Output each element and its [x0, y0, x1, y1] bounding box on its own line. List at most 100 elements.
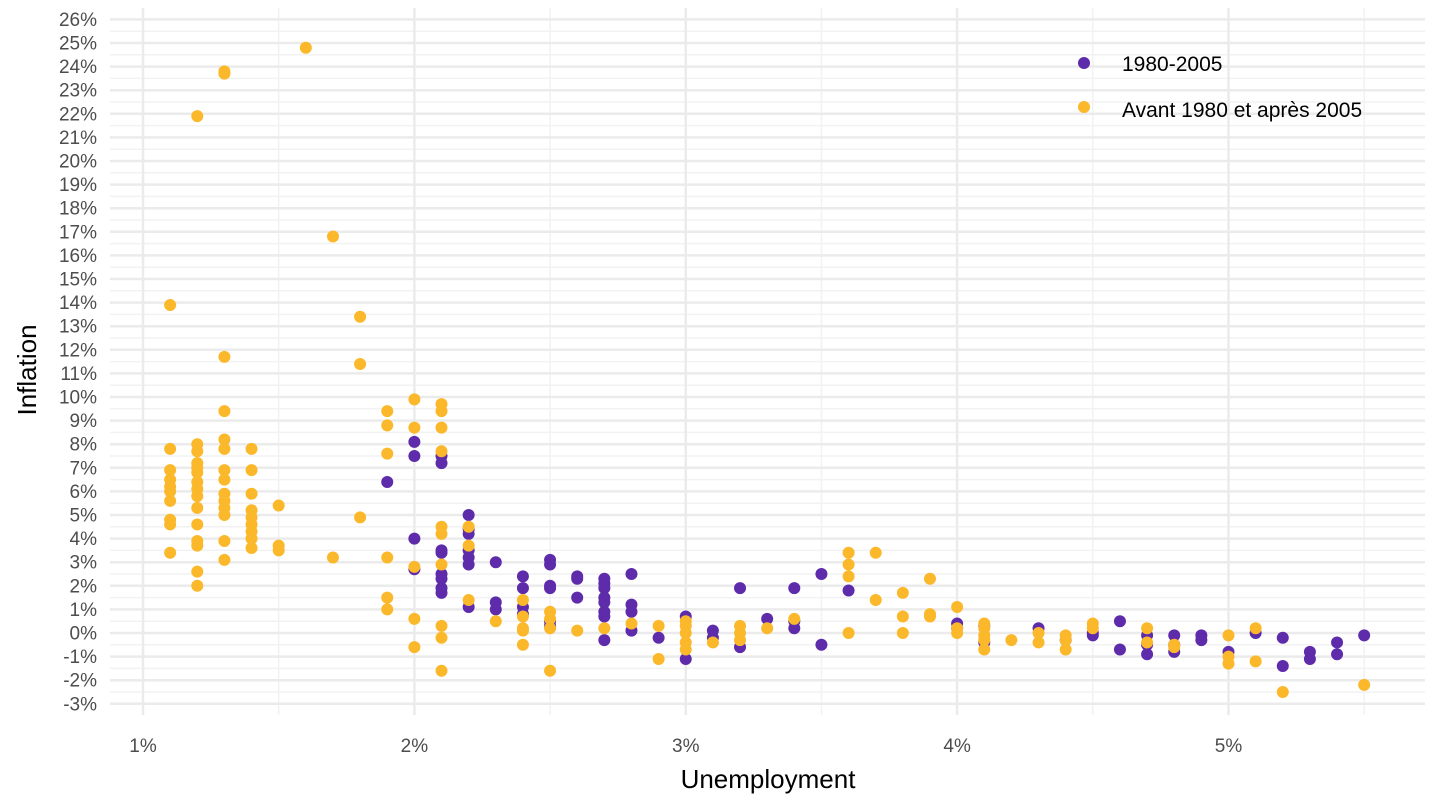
- point-avant-1980-apres-2005: [679, 627, 692, 639]
- point-1980-2005: [625, 568, 638, 580]
- point-avant-1980-apres-2005: [381, 591, 394, 604]
- legend-label-1980-2005: 1980-2005: [1122, 53, 1222, 76]
- point-1980-2005: [815, 638, 828, 651]
- point-avant-1980-apres-2005: [516, 638, 529, 651]
- point-1980-2005: [1358, 629, 1371, 642]
- point-avant-1980-apres-2005: [354, 310, 367, 323]
- point-avant-1980-apres-2005: [245, 532, 258, 545]
- point-avant-1980-apres-2005: [544, 622, 557, 635]
- point-avant-1980-apres-2005: [462, 539, 475, 552]
- point-1980-2005: [679, 652, 692, 665]
- y-tick-label: 19%: [59, 175, 97, 196]
- y-axis-title: Inflation: [12, 324, 42, 415]
- point-avant-1980-apres-2005: [1276, 686, 1289, 698]
- point-avant-1980-apres-2005: [896, 586, 909, 599]
- point-avant-1980-apres-2005: [191, 539, 204, 552]
- point-avant-1980-apres-2005: [516, 610, 529, 623]
- point-avant-1980-apres-2005: [435, 664, 448, 677]
- point-avant-1980-apres-2005: [1141, 622, 1154, 635]
- point-1980-2005: [1141, 648, 1154, 661]
- y-tick-label: 10%: [59, 388, 97, 409]
- point-avant-1980-apres-2005: [218, 473, 231, 486]
- point-1980-2005: [842, 584, 855, 597]
- x-tick-label: 1%: [129, 736, 157, 757]
- y-tick-label: 26%: [59, 10, 97, 31]
- legend-label-avant-1980-apres-2005: Avant 1980 et après 2005: [1122, 99, 1362, 122]
- point-avant-1980-apres-2005: [1059, 634, 1072, 647]
- point-avant-1980-apres-2005: [842, 546, 855, 559]
- y-tick-label: 14%: [59, 293, 97, 314]
- point-avant-1980-apres-2005: [218, 67, 231, 80]
- point-avant-1980-apres-2005: [326, 551, 339, 564]
- y-tick-label: 17%: [59, 222, 97, 243]
- point-1980-2005: [1276, 631, 1289, 644]
- point-avant-1980-apres-2005: [435, 445, 448, 458]
- point-1980-2005: [734, 582, 747, 595]
- point-avant-1980-apres-2005: [245, 487, 258, 500]
- y-tick-label: 21%: [59, 128, 97, 149]
- point-avant-1980-apres-2005: [218, 534, 231, 547]
- point-1980-2005: [1113, 615, 1126, 628]
- point-avant-1980-apres-2005: [408, 641, 421, 654]
- y-tick-label: -1%: [63, 647, 97, 668]
- point-avant-1980-apres-2005: [408, 612, 421, 625]
- point-avant-1980-apres-2005: [842, 570, 855, 583]
- point-1980-2005: [571, 572, 584, 585]
- point-avant-1980-apres-2005: [788, 612, 801, 625]
- point-1980-2005: [435, 586, 448, 599]
- point-avant-1980-apres-2005: [435, 558, 448, 571]
- point-avant-1980-apres-2005: [625, 617, 638, 630]
- point-avant-1980-apres-2005: [164, 546, 177, 559]
- point-avant-1980-apres-2005: [1141, 636, 1154, 649]
- point-1980-2005: [598, 596, 611, 609]
- point-avant-1980-apres-2005: [272, 499, 285, 512]
- x-tick-label: 3%: [672, 736, 700, 757]
- x-axis-tick-labels: 1% 2% 3% 4% 5%: [129, 736, 1242, 757]
- y-tick-label: 7%: [70, 458, 98, 479]
- point-avant-1980-apres-2005: [245, 442, 258, 455]
- point-1980-2005: [571, 591, 584, 604]
- y-tick-label: 24%: [59, 57, 97, 78]
- point-1980-2005: [381, 475, 394, 488]
- point-avant-1980-apres-2005: [516, 593, 529, 606]
- point-avant-1980-apres-2005: [951, 601, 964, 614]
- point-avant-1980-apres-2005: [734, 634, 747, 647]
- point-1980-2005: [761, 612, 774, 625]
- point-1980-2005: [1331, 636, 1344, 649]
- point-avant-1980-apres-2005: [218, 405, 231, 418]
- point-avant-1980-apres-2005: [1222, 657, 1235, 670]
- point-avant-1980-apres-2005: [435, 631, 448, 644]
- legend-marker-1980-2005: [1078, 57, 1090, 69]
- y-tick-label: 12%: [59, 340, 97, 361]
- legend-marker-avant-1980-apres-2005: [1078, 101, 1090, 113]
- point-avant-1980-apres-2005: [164, 485, 177, 498]
- point-avant-1980-apres-2005: [1222, 629, 1235, 642]
- point-avant-1980-apres-2005: [1358, 678, 1371, 691]
- point-avant-1980-apres-2005: [435, 421, 448, 434]
- point-avant-1980-apres-2005: [1005, 634, 1018, 647]
- y-tick-label: 16%: [59, 246, 97, 267]
- point-1980-2005: [462, 509, 475, 521]
- point-1980-2005: [435, 546, 448, 559]
- point-avant-1980-apres-2005: [218, 350, 231, 363]
- point-1980-2005: [625, 605, 638, 618]
- point-1980-2005: [435, 457, 448, 470]
- point-avant-1980-apres-2005: [706, 636, 719, 649]
- point-1980-2005: [652, 631, 665, 644]
- point-avant-1980-apres-2005: [489, 615, 502, 628]
- point-1980-2005: [1195, 634, 1208, 647]
- point-avant-1980-apres-2005: [245, 464, 258, 477]
- grid-major-lines: [110, 8, 1425, 715]
- point-1980-2005: [489, 603, 502, 616]
- point-avant-1980-apres-2005: [435, 405, 448, 418]
- y-tick-label: 5%: [70, 506, 98, 527]
- point-avant-1980-apres-2005: [923, 572, 936, 585]
- point-avant-1980-apres-2005: [164, 298, 177, 311]
- point-avant-1980-apres-2005: [191, 445, 204, 458]
- point-avant-1980-apres-2005: [408, 393, 421, 406]
- point-avant-1980-apres-2005: [544, 612, 557, 625]
- point-avant-1980-apres-2005: [951, 627, 964, 639]
- point-avant-1980-apres-2005: [462, 593, 475, 606]
- point-avant-1980-apres-2005: [896, 610, 909, 623]
